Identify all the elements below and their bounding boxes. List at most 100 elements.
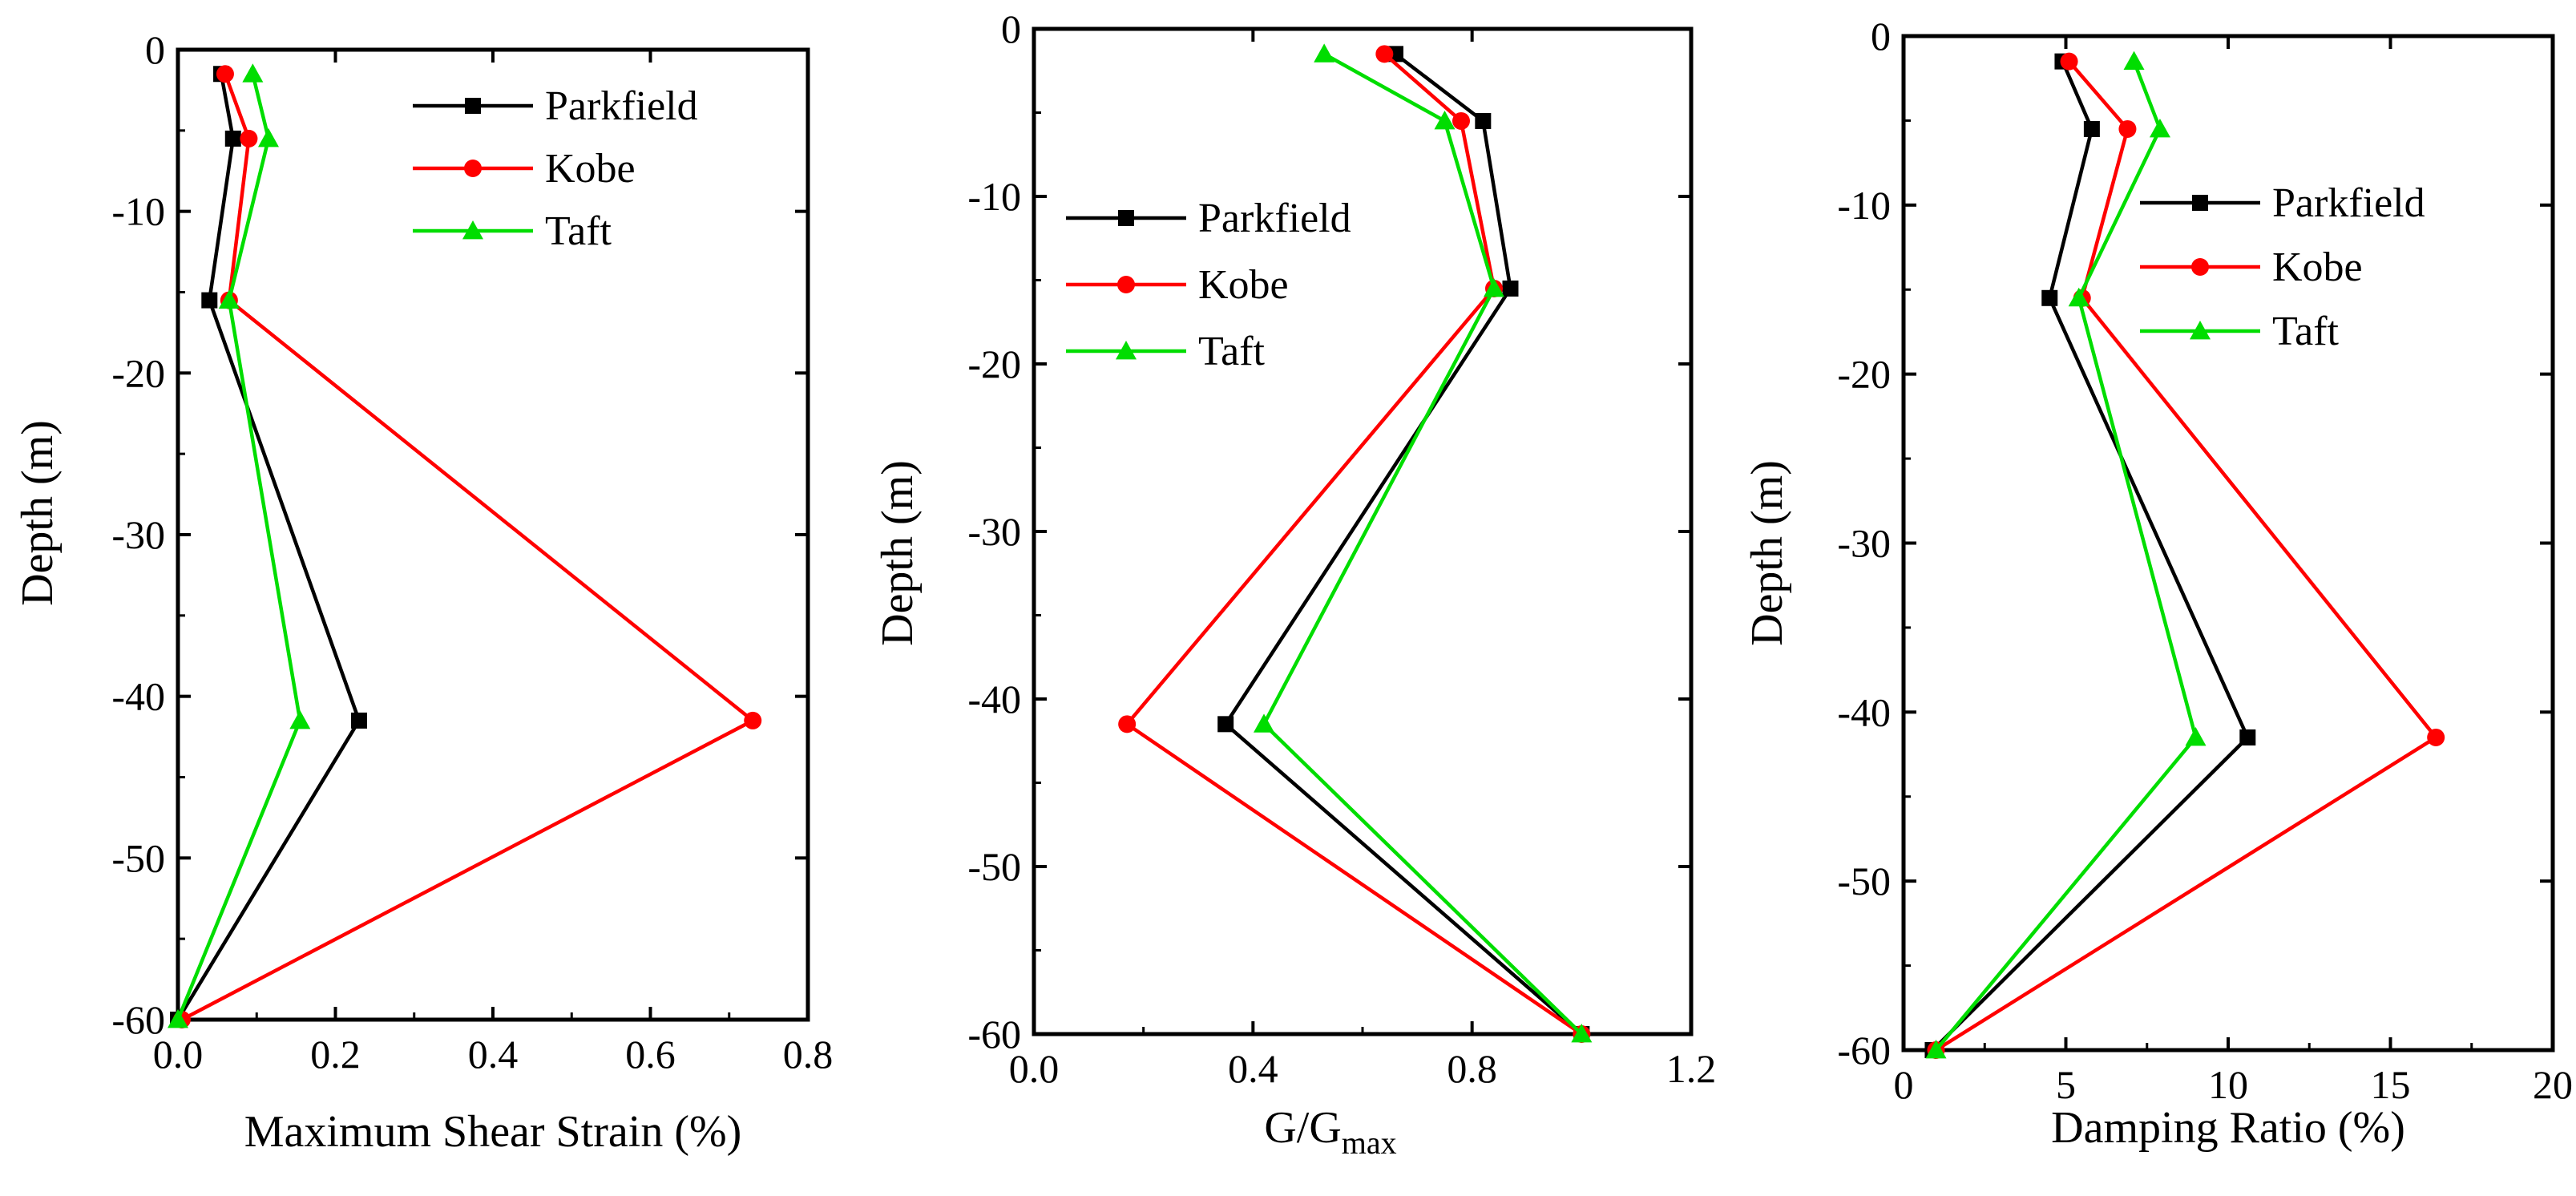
chart-panel-2: 0.0 0.4 0.8 1.2 0 -10 -20 -30 -40 -50 -60 G/Gmax Dep… <box>873 6 1716 1161</box>
x-tick-label: 0.6 <box>625 1032 676 1077</box>
y-tick-label: -40 <box>967 677 1021 721</box>
x-tick-label: 0 <box>1894 1062 1914 1107</box>
data-point-kobe <box>1375 45 1394 63</box>
legend-label: Parkfield <box>2272 180 2425 226</box>
legend-marker <box>465 98 481 114</box>
data-point-taft <box>2068 287 2089 307</box>
data-point-taft <box>1434 110 1456 130</box>
legend-entry-taft: Taft <box>2140 309 2340 354</box>
legend-label: Kobe <box>1198 262 1289 308</box>
data-point-taft <box>289 709 311 729</box>
x-axis-label-subscript: max <box>1342 1125 1397 1161</box>
x-axis-label: G/Gmax <box>1264 1103 1396 1161</box>
data-point-taft <box>2185 726 2207 746</box>
legend-label: Taft <box>545 208 612 254</box>
legend-label: Taft <box>2272 309 2340 354</box>
data-point-kobe <box>744 711 762 729</box>
y-axis-label: Depth (m) <box>1742 460 1792 646</box>
y-tick-label: -50 <box>111 835 165 880</box>
y-tick-label: -60 <box>111 997 165 1042</box>
y-tick-label: -40 <box>1837 689 1891 734</box>
series-parkfield <box>170 66 367 1028</box>
y-axis-label: Depth (m) <box>13 420 63 606</box>
legend-marker <box>1118 210 1134 226</box>
x-tick-label: 0.4 <box>1228 1046 1278 1091</box>
x-tick-label: 15 <box>2371 1062 2411 1107</box>
data-point-parkfield <box>2239 729 2256 745</box>
y-tick-label: -10 <box>111 189 165 234</box>
series-taft <box>168 63 311 1028</box>
x-axis-label: Maximum Shear Strain (%) <box>244 1107 742 1157</box>
x-tick-label: 0.8 <box>783 1032 834 1077</box>
y-tick-label: -20 <box>967 341 1021 386</box>
y-tick-label: -30 <box>967 509 1021 554</box>
y-tick-label: -10 <box>1837 183 1891 228</box>
data-point-kobe <box>1118 715 1137 733</box>
data-point-kobe <box>2427 728 2445 746</box>
data-point-taft <box>2149 118 2170 138</box>
legend-marker <box>1116 341 1137 360</box>
y-axis-label: Depth (m) <box>873 460 923 646</box>
y-tick-label: -30 <box>111 512 165 557</box>
legend-marker <box>2190 321 2211 340</box>
data-point-taft <box>1314 43 1335 63</box>
y-tick-label: -60 <box>1837 1028 1891 1073</box>
series-line-taft <box>1934 60 2198 1052</box>
legend-marker <box>462 220 483 240</box>
chart-panel-1: 0.0 0.2 0.4 0.6 0.8 0 -10 -20 -30 -40 -50 -60 Maximu… <box>13 27 833 1157</box>
legend-marker <box>2192 195 2208 211</box>
data-point-taft <box>168 1009 188 1028</box>
series-taft <box>1254 43 1593 1043</box>
y-tick-label: 0 <box>1871 14 1891 59</box>
y-tick-label: 0 <box>145 27 165 72</box>
y-tick-label: 0 <box>1001 6 1021 51</box>
legend-marker <box>464 160 482 177</box>
data-point-parkfield <box>350 712 367 729</box>
data-point-taft <box>1571 1024 1593 1043</box>
data-point-taft <box>1484 277 1504 297</box>
series-line-kobe <box>180 73 757 1021</box>
x-tick-label: 0.0 <box>1009 1046 1060 1091</box>
y-tick-label: -50 <box>1837 859 1891 903</box>
legend-entry-kobe: Kobe <box>1066 262 1289 308</box>
x-tick-label: 0.8 <box>1447 1046 1497 1091</box>
legend-marker <box>2191 258 2209 276</box>
legend-entry-parkfield: Parkfield <box>1066 196 1351 241</box>
data-point-parkfield <box>201 292 218 309</box>
data-point-taft <box>242 63 264 83</box>
data-point-taft <box>1254 713 1274 733</box>
data-point-parkfield <box>2041 289 2058 306</box>
data-point-kobe <box>2060 52 2078 71</box>
y-tick-label: -20 <box>1837 352 1891 397</box>
data-point-taft <box>257 127 279 147</box>
legend-label: Taft <box>1198 329 1266 374</box>
data-point-kobe <box>2118 119 2137 138</box>
data-point-taft <box>1925 1040 1947 1059</box>
legend-entry-kobe: Kobe <box>413 146 636 192</box>
x-axis-label-text: Damping Ratio (%) <box>2051 1103 2405 1153</box>
series-kobe <box>1118 45 1591 1043</box>
y-tick-label: -50 <box>967 844 1021 889</box>
x-axis-label-text: Maximum Shear Strain (%) <box>244 1107 742 1157</box>
legend-entry-kobe: Kobe <box>2140 244 2363 290</box>
plot-frame <box>1901 34 2555 1053</box>
legend-entry-parkfield: Parkfield <box>413 83 698 129</box>
plot-frame <box>176 47 810 1022</box>
data-point-parkfield <box>1217 716 1234 733</box>
series-taft <box>1925 51 2207 1059</box>
legend-label: Kobe <box>545 146 636 192</box>
y-tick-label: -20 <box>111 350 165 395</box>
y-tick-label: -40 <box>111 674 165 719</box>
chart-panel-3: 0 5 10 15 20 0 -10 -20 -30 -40 -50 -60 Damping Ratio… <box>1742 14 2573 1153</box>
data-point-kobe <box>240 129 258 147</box>
x-tick-label: 10 <box>2208 1062 2248 1107</box>
x-axis-label-text: G/G <box>1264 1103 1341 1153</box>
legend-label: Parkfield <box>545 83 698 129</box>
y-tick-label: -30 <box>1837 521 1891 566</box>
data-point-parkfield <box>2083 120 2100 137</box>
x-tick-label: 1.2 <box>1666 1046 1717 1091</box>
data-point-taft <box>218 289 240 309</box>
series-line-kobe <box>1124 52 1583 1036</box>
x-tick-label: 0.2 <box>310 1032 361 1077</box>
